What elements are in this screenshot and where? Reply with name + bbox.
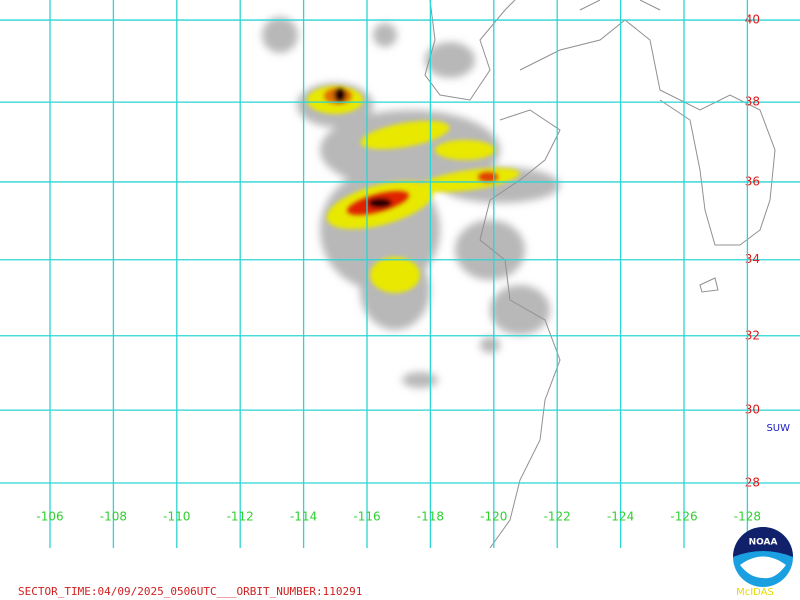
logo-caption: McIDAS — [736, 587, 774, 598]
latitude-label: 30 — [745, 403, 760, 417]
cloud-imagery — [262, 17, 560, 388]
longitude-label: -116 — [353, 510, 380, 524]
longitude-label: -106 — [36, 510, 63, 524]
logo-gull — [740, 556, 786, 579]
longitude-label: -114 — [290, 510, 317, 524]
latitude-label: 28 — [745, 476, 760, 490]
latitude-label: 36 — [745, 174, 760, 188]
longitude-label: -124 — [607, 510, 634, 524]
graticule: 40 38 36 34 32 30 28 -106 -108 -110 -112 -114 -116 -1… — [0, 0, 800, 548]
longitude-label: -110 — [163, 510, 190, 524]
latitude-label: 38 — [745, 95, 760, 109]
noaa-logo: NOAA McIDAS — [733, 527, 793, 598]
footer: SECTOR_TIME:04/09/2025_0506UTC___ORBIT_N… — [18, 585, 362, 598]
longitude-label: -108 — [100, 510, 127, 524]
station-label: SUW — [766, 423, 790, 434]
longitude-label: -112 — [227, 510, 254, 524]
latitude-label: 32 — [745, 328, 760, 342]
longitude-label: -122 — [544, 510, 571, 524]
latitude-label: 34 — [745, 252, 760, 266]
longitude-label: -126 — [670, 510, 697, 524]
latitude-label: 40 — [745, 13, 760, 27]
logo-top — [733, 527, 793, 557]
longitude-label: -118 — [417, 510, 444, 524]
longitude-label: -120 — [480, 510, 507, 524]
longitude-label: -128 — [734, 510, 761, 524]
logo-emblem: NOAA — [749, 538, 778, 548]
